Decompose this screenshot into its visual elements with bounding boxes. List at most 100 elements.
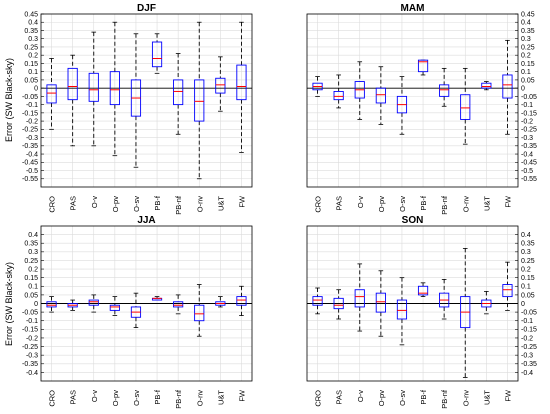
y-tick-label: 0.4 [521,20,531,27]
y-tick-label: -0.35 [22,143,38,150]
y-tick-label: 0 [521,86,525,93]
y-tick-label: 0.1 [28,69,38,76]
box-iqr [88,299,99,306]
box-o-pv [109,296,120,316]
box-o-nv [194,284,205,337]
y-tick-label: -0.15 [521,110,537,117]
x-tick-label: PB-f [153,389,162,405]
x-tick-label: O-sv [132,196,141,212]
y-tick-label: 0.2 [28,53,38,60]
box-iqr [481,82,492,89]
x-tick-label: O-nv [461,196,470,213]
y-tick-label: -0.15 [521,327,537,334]
box-iqr [88,72,99,102]
x-tick-label: PB-nf [174,195,183,215]
y-tick-label: 0.45 [521,11,535,18]
y-tick-label: -0.2 [26,335,38,342]
box-iqr [417,285,429,296]
y-tick-label: 0.3 [28,249,38,256]
box-pb-nf [439,67,450,107]
box-iqr [173,301,184,308]
x-tick-label: U&T [216,196,225,211]
box-cro [46,296,57,313]
box-pb-nf [439,278,450,320]
box-iqr [333,297,344,310]
axes-frame [306,13,519,188]
x-tick-label: PAS [335,196,344,210]
y-tick-label: -0.4 [521,370,533,377]
x-tick-label: PB-nf [440,195,449,215]
x-tick-label: PAS [69,390,78,404]
box-u-t [215,56,226,112]
y-tick-label: -0.05 [22,94,38,101]
y-tick-label: -0.25 [521,344,537,351]
panel-djf: 0.450.40.350.30.250.20.150.10.050-0.05-0… [22,3,253,215]
x-tick-label: PAS [335,390,344,404]
box-pb-nf [173,294,184,315]
box-pb-f [417,282,429,298]
box-iqr [67,67,78,101]
y-tick-label: 0.45 [24,11,38,18]
box-pas [333,289,344,320]
panel-title: DJF [137,3,156,14]
panel-son: 0.4 0.350.3 0.250.2 0.15 0.10.05 0 -0.05-0.1 -0… [306,215,537,409]
y-tick-label: 0.35 [521,241,535,248]
x-tick-label: FW [503,195,512,208]
y-tick-label: 0.35 [24,28,38,35]
box-iqr [417,59,429,73]
y-tick-label: -0.1 [26,102,38,109]
y-axis-label: Error (SW Black-sky) [4,58,14,142]
y-tick-label: 0.2 [28,266,38,273]
panel-title: MAM [401,3,425,14]
box-pas [67,54,78,147]
y-tick-label: 0 [34,301,38,308]
box-fw [236,285,247,316]
y-tick-label: 0.05 [521,292,535,299]
y-tick-label: -0.05 [22,310,38,317]
y-tick-label: 0.25 [521,44,535,51]
y-tick-label: 0.15 [521,275,535,282]
x-tick-label: O-v [90,390,99,402]
box-o-sv [130,33,142,168]
y-tick-label: 0 [34,86,38,93]
y-tick-label: -0.2 [521,118,533,125]
box-u-t [481,291,492,315]
x-tick-label: FW [237,195,246,208]
y-tick-label: -0.3 [521,135,533,142]
y-tick-label: 0.4 [28,20,38,27]
y-tick-label: 0.3 [521,36,531,43]
box-iqr [194,304,205,322]
box-o-pv [109,21,120,157]
y-tick-label: 0 [521,301,525,308]
box-iqr [151,41,163,68]
y-tick-label: 0.3 [28,36,38,43]
box-pb-f [151,296,163,301]
box-fw [502,39,513,135]
box-o-v [88,294,99,313]
x-tick-label: O-pv [377,390,386,407]
box-iqr [109,71,120,106]
y-tick-label: -0.25 [521,127,537,134]
y-tick-label: -0.05 [521,94,537,101]
x-tick-label: U&T [482,390,491,405]
y-tick-label: -0.2 [26,118,38,125]
box-iqr [109,304,120,311]
y-tick-label: -0.35 [22,361,38,368]
box-pb-nf [173,53,184,135]
box-iqr [460,94,471,120]
axes-frame [40,225,253,382]
y-tick-label: 0.1 [521,69,531,76]
x-tick-label: O-v [356,390,365,402]
box-cro [46,58,57,130]
x-tick-label: O-pv [377,196,386,213]
y-tick-label: -0.1 [521,102,533,109]
box-iqr [215,77,226,94]
box-iqr [439,84,450,97]
x-tick-label: PAS [69,196,78,210]
box-pb-f [151,33,163,74]
panel-mam: 0.450.40.350.30.250.20.150.10.050-0.05-0… [306,3,537,215]
panel-jja: 0.4 0.350.3 0.250.2 0.15 0.10.05 0 -0.05-0.1 -0… [22,215,253,409]
x-tick-label: PB-nf [440,389,449,409]
box-o-sv [396,277,408,346]
